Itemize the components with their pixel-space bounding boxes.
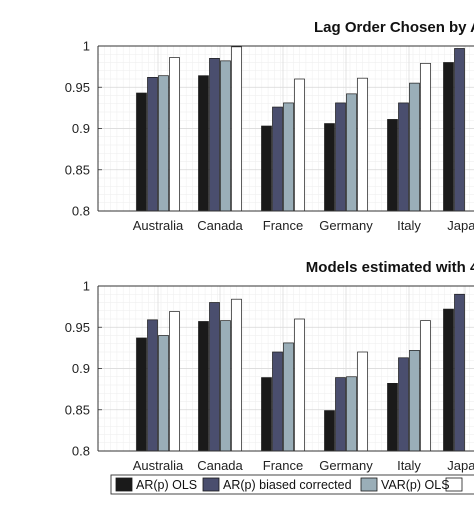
bar-france-s4 bbox=[294, 78, 305, 212]
bar-japan-s1 bbox=[443, 62, 454, 212]
category-label: Japan bbox=[447, 458, 474, 473]
category-label: Australia bbox=[133, 218, 184, 233]
y-tick-label: 0.95 bbox=[65, 80, 90, 95]
y-tick-label: 0.85 bbox=[65, 162, 90, 177]
bar-italy-s2 bbox=[398, 102, 409, 212]
chart-panel-1 bbox=[97, 45, 474, 212]
bar-italy-s4 bbox=[420, 320, 431, 452]
bar-france-s1 bbox=[261, 377, 272, 452]
legend-box bbox=[110, 474, 474, 495]
bar-japan-s2 bbox=[454, 48, 465, 212]
y-tick-label: 0.9 bbox=[72, 361, 90, 376]
bar-france-s3 bbox=[283, 342, 294, 452]
bar-japan-s1 bbox=[443, 308, 454, 452]
bar-germany-s1 bbox=[324, 410, 335, 452]
bar-italy-s1 bbox=[387, 383, 398, 452]
bar-australia-s4 bbox=[169, 57, 180, 212]
y-tick-label: 0.85 bbox=[65, 402, 90, 417]
bar-italy-s3 bbox=[409, 350, 420, 452]
y-tick-label: 0.95 bbox=[65, 320, 90, 335]
y-tick-label: 0.8 bbox=[72, 204, 90, 219]
y-tick-label: 0.9 bbox=[72, 121, 90, 136]
legend-label: AR(p) biased corrected bbox=[223, 478, 352, 492]
bar-germany-s2 bbox=[335, 377, 346, 452]
category-label: Italy bbox=[397, 218, 421, 233]
chart-title: Lag Order Chosen by AIC bbox=[314, 19, 474, 36]
bar-australia-s2 bbox=[147, 76, 158, 212]
y-tick-label: 0.8 bbox=[72, 444, 90, 459]
bar-france-s2 bbox=[272, 351, 283, 452]
category-label: Japan bbox=[447, 218, 474, 233]
bar-germany-s2 bbox=[335, 102, 346, 212]
bar-australia-s4 bbox=[169, 311, 180, 452]
category-label: Canada bbox=[197, 458, 243, 473]
bar-france-s4 bbox=[294, 318, 305, 452]
bar-canada-s4 bbox=[231, 46, 242, 212]
bar-france-s1 bbox=[261, 125, 272, 212]
bar-france-s2 bbox=[272, 106, 283, 212]
category-label: France bbox=[263, 458, 303, 473]
bar-canada-s1 bbox=[198, 321, 209, 452]
legend-label: AR(p) OLS bbox=[136, 478, 197, 492]
y-tick-label: 1 bbox=[83, 39, 90, 54]
legend-swatch bbox=[360, 477, 378, 492]
chart-panel-2 bbox=[97, 285, 474, 452]
y-tick-label: 1 bbox=[83, 279, 90, 294]
category-label: Italy bbox=[397, 458, 421, 473]
legend bbox=[110, 474, 474, 495]
bar-italy-s4 bbox=[420, 62, 431, 212]
bar-australia-s3 bbox=[158, 75, 169, 212]
bar-germany-s4 bbox=[357, 77, 368, 212]
bar-australia-s1 bbox=[136, 337, 147, 452]
category-label: Germany bbox=[319, 218, 373, 233]
bar-canada-s2 bbox=[209, 302, 220, 452]
bar-italy-s2 bbox=[398, 357, 409, 452]
bar-italy-s3 bbox=[409, 82, 420, 212]
bar-japan-s2 bbox=[454, 293, 465, 452]
bar-australia-s2 bbox=[147, 319, 158, 452]
bar-canada-s2 bbox=[209, 58, 220, 212]
bar-france-s3 bbox=[283, 102, 294, 212]
bar-canada-s3 bbox=[220, 320, 231, 452]
bar-canada-s1 bbox=[198, 75, 209, 212]
legend-label: VAR(p) OLS bbox=[381, 478, 450, 492]
bar-germany-s3 bbox=[346, 93, 357, 212]
bar-canada-s3 bbox=[220, 60, 231, 212]
category-label: Germany bbox=[319, 458, 373, 473]
category-label: Canada bbox=[197, 218, 243, 233]
legend-swatch bbox=[445, 477, 463, 492]
category-label: Australia bbox=[133, 458, 184, 473]
bar-australia-s1 bbox=[136, 92, 147, 212]
bar-germany-s3 bbox=[346, 376, 357, 452]
bar-germany-s4 bbox=[357, 351, 368, 452]
legend-swatch bbox=[115, 477, 133, 492]
chart-title: Models estimated with 4 lag bbox=[306, 259, 474, 276]
bar-italy-s1 bbox=[387, 119, 398, 212]
legend-swatch bbox=[202, 477, 220, 492]
category-label: France bbox=[263, 218, 303, 233]
bar-canada-s4 bbox=[231, 298, 242, 452]
bar-germany-s1 bbox=[324, 123, 335, 212]
bar-australia-s3 bbox=[158, 335, 169, 452]
